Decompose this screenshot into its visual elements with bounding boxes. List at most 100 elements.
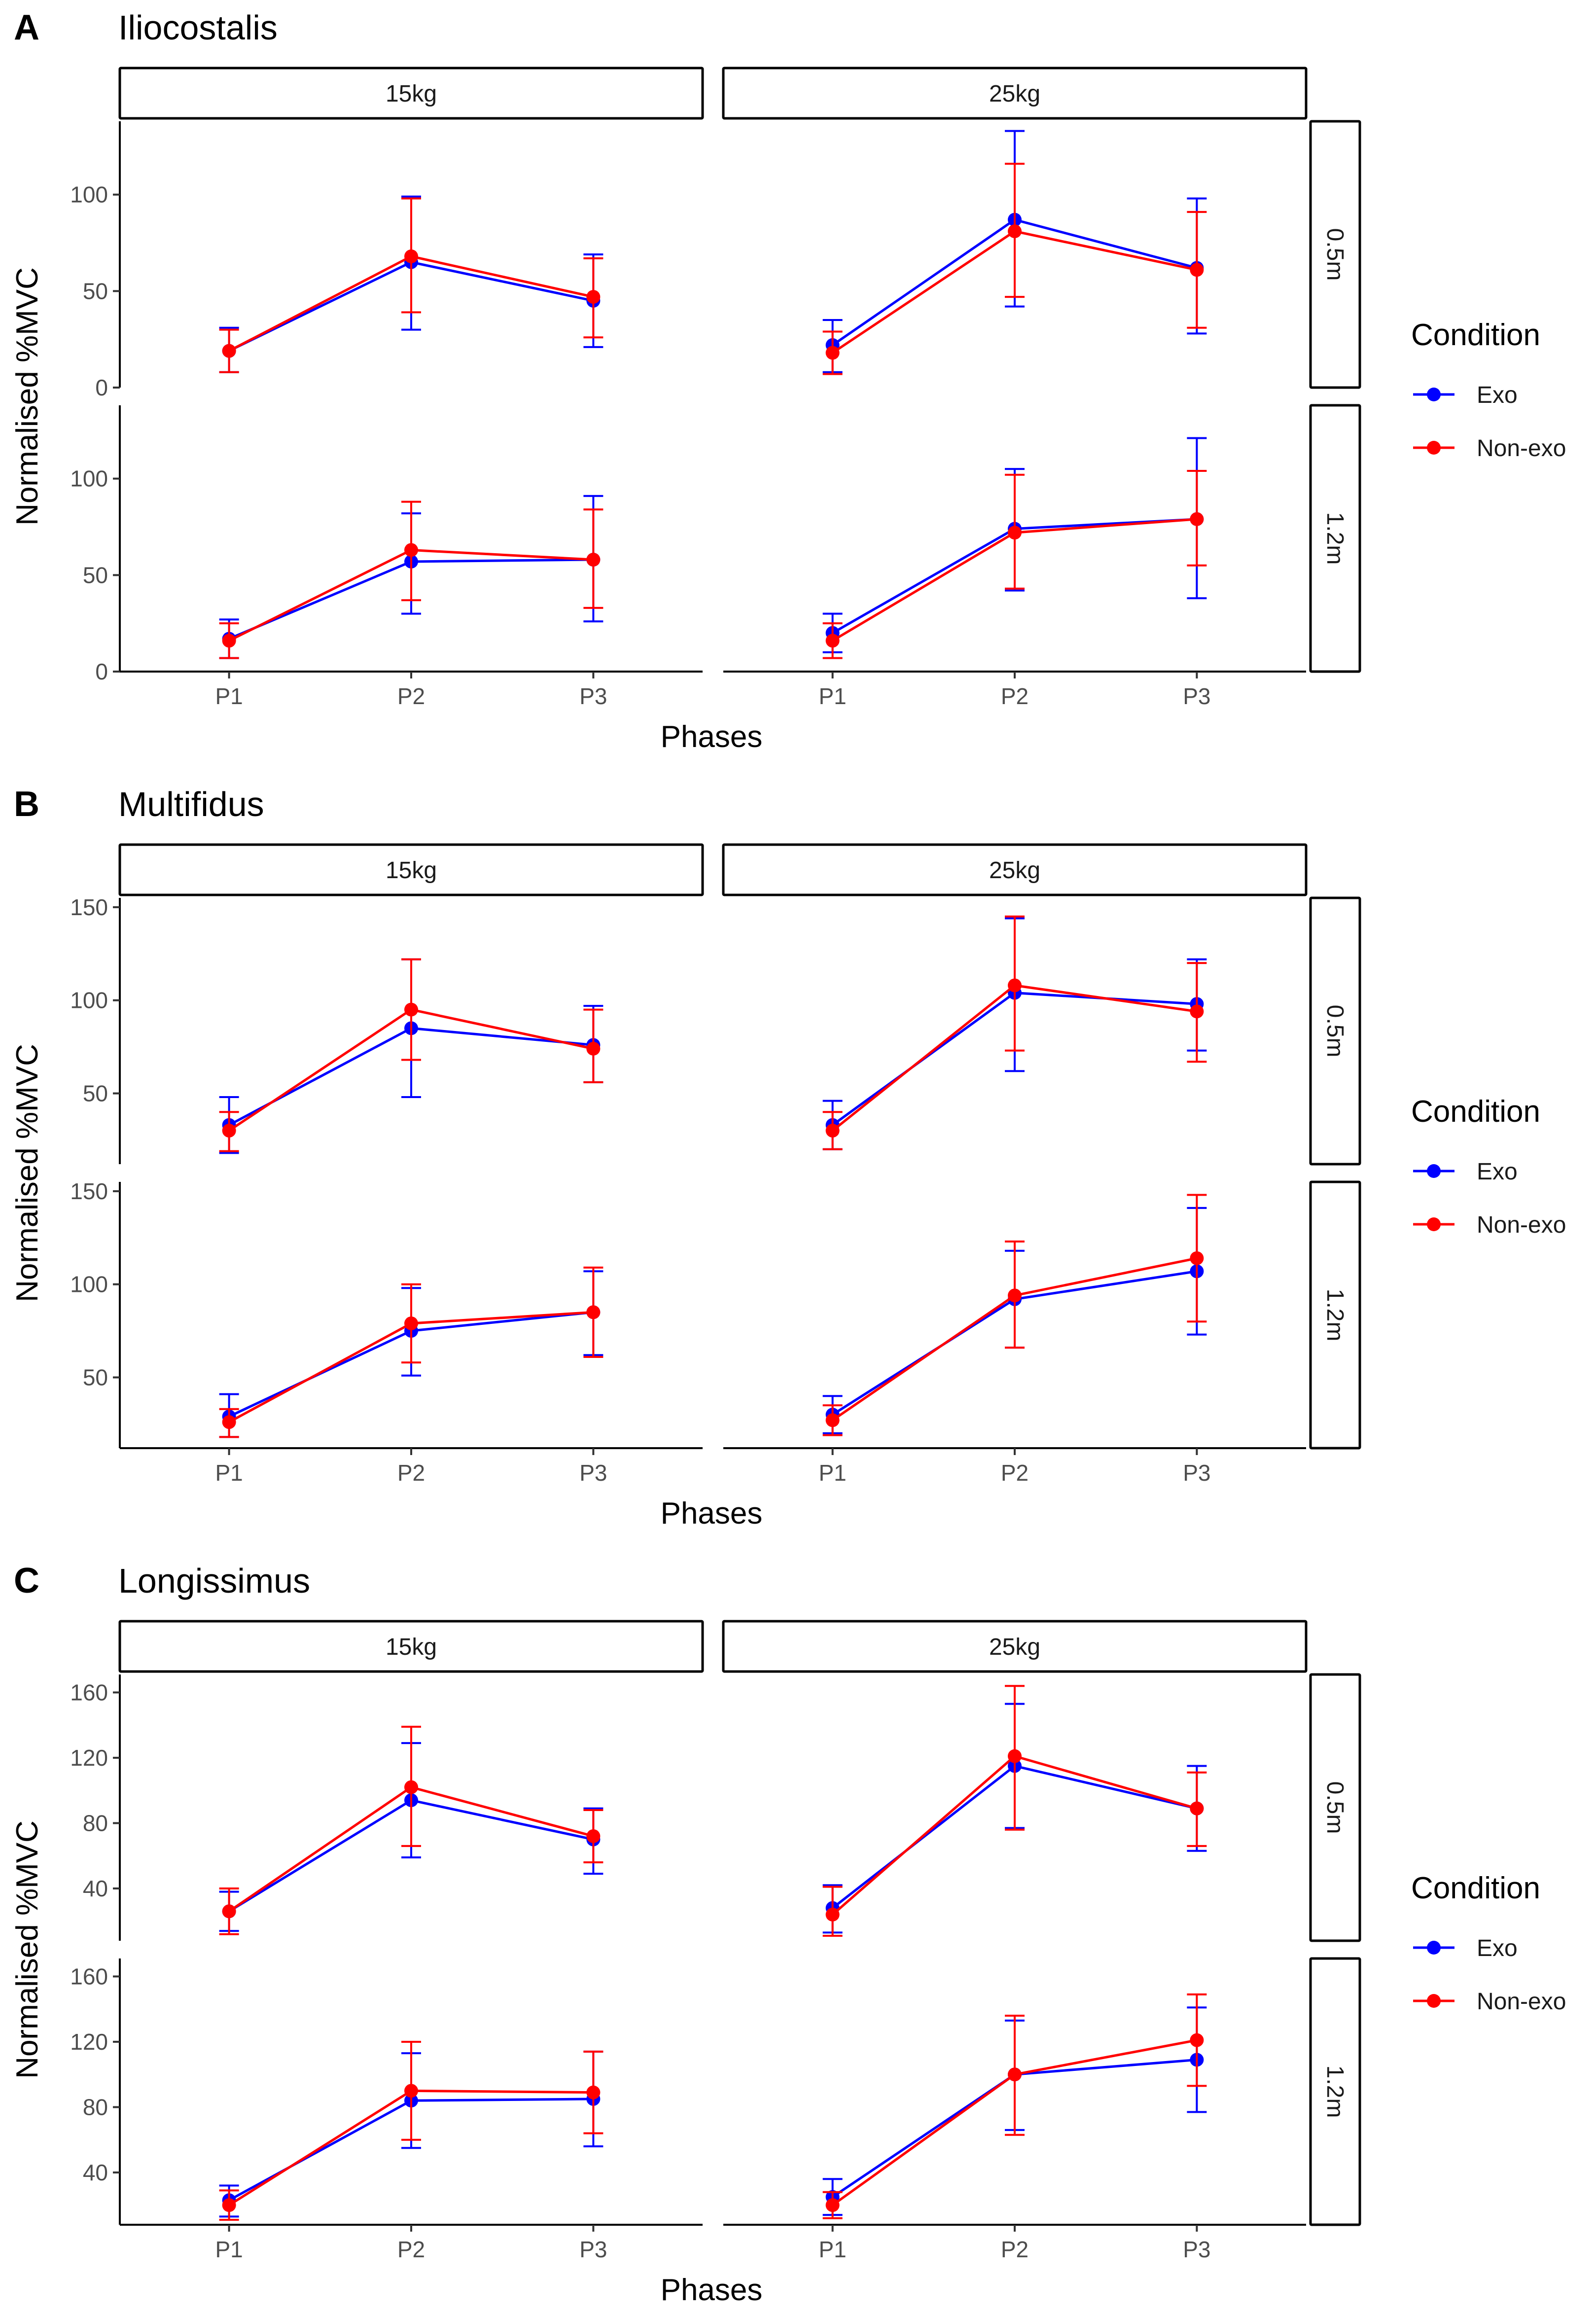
- non-exo-data-point: [1008, 978, 1022, 993]
- x-tick-label: P2: [1001, 1460, 1029, 1486]
- column-strip-label: 15kg: [386, 1634, 437, 1660]
- y-axis-title: Normalised %MVC: [10, 1044, 44, 1302]
- y-tick-label: 50: [83, 562, 108, 588]
- non-exo-data-point: [222, 1415, 236, 1429]
- non-exo-data-point: [586, 1829, 601, 1843]
- facet-15kg-1.2m: [219, 495, 603, 659]
- non-exo-data-point: [825, 1413, 840, 1427]
- row-strip-box: [1309, 404, 1361, 673]
- facet-25kg-1.2m: [822, 437, 1207, 659]
- non-exo-data-point: [586, 2085, 601, 2099]
- row-strip-label: 0.5m: [1322, 1781, 1348, 1834]
- non-exo-data-point: [222, 344, 236, 358]
- non-exo-data-point: [1008, 1288, 1022, 1303]
- x-axis-title: Phases: [661, 720, 763, 754]
- legend-label: Exo: [1477, 1935, 1518, 1961]
- panel-a: A Iliocostalis 15kg 25kg 0.5m 1.2m 0 50 100 0 50 10…: [10, 8, 1566, 754]
- non-exo-data-point: [222, 1124, 236, 1138]
- non-exo-data-point: [404, 2084, 418, 2098]
- row-strip-label: 1.2m: [1322, 2065, 1348, 2118]
- non-exo-data-point: [1190, 263, 1204, 277]
- facet-25kg-0.5m: [822, 130, 1207, 375]
- column-strip-label: 15kg: [386, 81, 437, 107]
- x-tick-label: P1: [215, 1460, 243, 1486]
- y-tick-label: 50: [83, 278, 108, 304]
- non-exo-data-point: [222, 2198, 236, 2212]
- y-tick-label: 150: [70, 1178, 108, 1204]
- column-strip-box: [722, 843, 1308, 896]
- non-exo-data-point: [1008, 526, 1022, 540]
- non-exo-data-point: [586, 290, 601, 304]
- legend-key-point: [1427, 1217, 1441, 1231]
- facet-15kg-1.2m: [219, 2040, 603, 2221]
- legend-title: Condition: [1411, 1095, 1540, 1129]
- panel-title: Multifidus: [118, 785, 264, 823]
- column-strip-box: [722, 67, 1308, 120]
- row-strip-label: 0.5m: [1322, 228, 1348, 281]
- x-tick-label: P3: [1183, 2237, 1210, 2262]
- panel-letter: B: [14, 784, 39, 824]
- y-tick-label: 50: [83, 1365, 108, 1390]
- non-exo-data-point: [825, 634, 840, 648]
- non-exo-data-point: [1008, 2067, 1022, 2082]
- row-strip-box: [1309, 1957, 1361, 2226]
- legend-key-point: [1427, 1941, 1441, 1955]
- x-axis-title: Phases: [661, 1496, 763, 1530]
- facet-15kg-0.5m: [219, 958, 603, 1154]
- non-exo-data-point: [404, 1780, 418, 1794]
- y-tick-label: 0: [95, 659, 108, 684]
- x-tick-label: P2: [1001, 683, 1029, 709]
- legend-title: Condition: [1411, 1871, 1540, 1905]
- panel-title: Longissimus: [118, 1562, 310, 1600]
- non-exo-data-point: [586, 1305, 601, 1319]
- y-tick-label: 160: [70, 1963, 108, 1989]
- facet-25kg-0.5m: [822, 915, 1207, 1150]
- x-axis-title: Phases: [661, 2273, 763, 2307]
- column-strip-label: 25kg: [989, 1634, 1040, 1660]
- non-exo-data-point: [1190, 2033, 1204, 2047]
- legend: Condition Exo Non-exo: [1411, 1871, 1566, 2015]
- y-axis-title: Normalised %MVC: [10, 1820, 44, 2079]
- non-exo-data-point: [1190, 1251, 1204, 1265]
- row-strip-label: 0.5m: [1322, 1005, 1348, 1058]
- y-tick-label: 80: [83, 1810, 108, 1836]
- y-tick-label: 120: [70, 1745, 108, 1771]
- x-tick-label: P1: [818, 2237, 846, 2262]
- y-tick-label: 100: [70, 182, 108, 208]
- row-strip-label: 1.2m: [1322, 512, 1348, 565]
- non-exo-data-point: [825, 2198, 840, 2212]
- column-strip-box: [118, 843, 704, 896]
- panel-title: Iliocostalis: [118, 8, 278, 47]
- non-exo-data-point: [586, 1041, 601, 1056]
- legend: Condition Exo Non-exo: [1411, 318, 1566, 462]
- non-exo-data-point: [404, 1316, 418, 1330]
- column-strip-box: [118, 1620, 704, 1673]
- non-exo-data-point: [404, 1002, 418, 1017]
- row-strip-box: [1309, 1180, 1361, 1450]
- x-tick-label: P3: [579, 1460, 607, 1486]
- legend-label: Non-exo: [1477, 435, 1566, 462]
- non-exo-data-point: [404, 249, 418, 263]
- x-tick-label: P3: [1183, 683, 1210, 709]
- x-tick-label: P3: [579, 683, 607, 709]
- column-strip-box: [722, 1620, 1308, 1673]
- x-tick-label: P1: [818, 683, 846, 709]
- x-tick-label: P2: [397, 1460, 425, 1486]
- legend-label: Exo: [1477, 382, 1518, 408]
- legend-key-point: [1427, 1994, 1441, 2008]
- y-tick-label: 50: [83, 1081, 108, 1106]
- y-tick-label: 160: [70, 1679, 108, 1705]
- non-exo-data-point: [825, 1907, 840, 1922]
- non-exo-data-point: [404, 543, 418, 557]
- column-strip-box: [118, 67, 704, 120]
- non-exo-data-point: [1190, 1004, 1204, 1019]
- non-exo-data-point: [586, 553, 601, 567]
- x-tick-label: P1: [818, 1460, 846, 1486]
- row-strip-box: [1309, 896, 1361, 1166]
- x-tick-label: P2: [397, 683, 425, 709]
- legend-label: Exo: [1477, 1159, 1518, 1185]
- y-tick-label: 150: [70, 894, 108, 920]
- panel-b: B Multifidus 15kg 25kg 0.5m 1.2m 50 100 150 50 100…: [10, 784, 1566, 1530]
- row-strip-box: [1309, 120, 1361, 389]
- legend-label: Non-exo: [1477, 1989, 1566, 2015]
